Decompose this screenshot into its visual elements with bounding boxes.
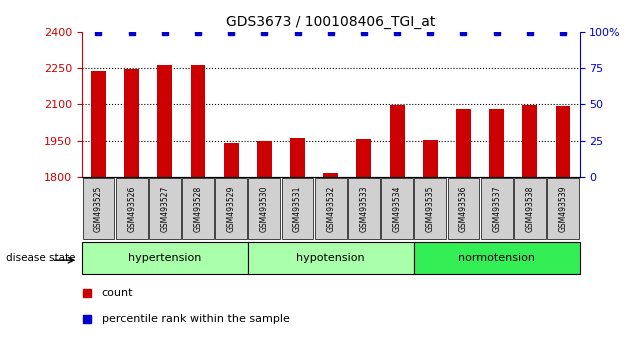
FancyBboxPatch shape	[481, 178, 513, 239]
Text: GSM493528: GSM493528	[193, 186, 202, 232]
FancyBboxPatch shape	[116, 178, 147, 239]
Text: GSM493525: GSM493525	[94, 185, 103, 232]
Text: GSM493530: GSM493530	[260, 185, 269, 232]
Text: GSM493539: GSM493539	[559, 185, 568, 232]
Text: GSM493538: GSM493538	[525, 185, 534, 232]
Bar	[556, 105, 571, 177]
FancyBboxPatch shape	[82, 242, 248, 274]
FancyBboxPatch shape	[248, 178, 280, 239]
FancyBboxPatch shape	[514, 178, 546, 239]
Text: GSM493537: GSM493537	[492, 185, 501, 232]
FancyBboxPatch shape	[182, 178, 214, 239]
Title: GDS3673 / 100108406_TGI_at: GDS3673 / 100108406_TGI_at	[226, 16, 435, 29]
Text: normotension: normotension	[458, 253, 535, 263]
FancyBboxPatch shape	[215, 178, 247, 239]
Text: GSM493532: GSM493532	[326, 185, 335, 232]
Bar	[323, 173, 338, 177]
Text: GSM493535: GSM493535	[426, 185, 435, 232]
Bar	[257, 142, 272, 177]
Bar	[124, 69, 139, 177]
Bar	[489, 109, 504, 177]
Bar	[91, 71, 106, 177]
Text: GSM493526: GSM493526	[127, 185, 136, 232]
Text: GSM493531: GSM493531	[293, 185, 302, 232]
Bar	[290, 138, 305, 177]
FancyBboxPatch shape	[348, 178, 380, 239]
Text: GSM493533: GSM493533	[360, 185, 369, 232]
Bar	[389, 105, 404, 177]
Text: GSM493529: GSM493529	[227, 185, 236, 232]
Text: GSM493536: GSM493536	[459, 185, 468, 232]
FancyBboxPatch shape	[149, 178, 181, 239]
Bar	[456, 109, 471, 177]
Text: count: count	[102, 288, 134, 298]
Text: percentile rank within the sample: percentile rank within the sample	[102, 314, 290, 325]
Text: hypotension: hypotension	[297, 253, 365, 263]
FancyBboxPatch shape	[83, 178, 115, 239]
FancyBboxPatch shape	[282, 178, 314, 239]
FancyBboxPatch shape	[248, 242, 414, 274]
Bar	[522, 105, 537, 177]
FancyBboxPatch shape	[381, 178, 413, 239]
FancyBboxPatch shape	[547, 178, 579, 239]
FancyBboxPatch shape	[415, 178, 446, 239]
Bar	[190, 64, 205, 177]
Text: disease state: disease state	[6, 253, 76, 263]
Text: hypertension: hypertension	[128, 253, 202, 263]
FancyBboxPatch shape	[315, 178, 346, 239]
Bar	[224, 143, 239, 177]
Bar	[357, 139, 372, 177]
Text: GSM493527: GSM493527	[161, 185, 169, 232]
FancyBboxPatch shape	[447, 178, 479, 239]
FancyBboxPatch shape	[414, 242, 580, 274]
Text: GSM493534: GSM493534	[392, 185, 401, 232]
Bar	[158, 64, 173, 177]
Bar	[423, 139, 438, 177]
